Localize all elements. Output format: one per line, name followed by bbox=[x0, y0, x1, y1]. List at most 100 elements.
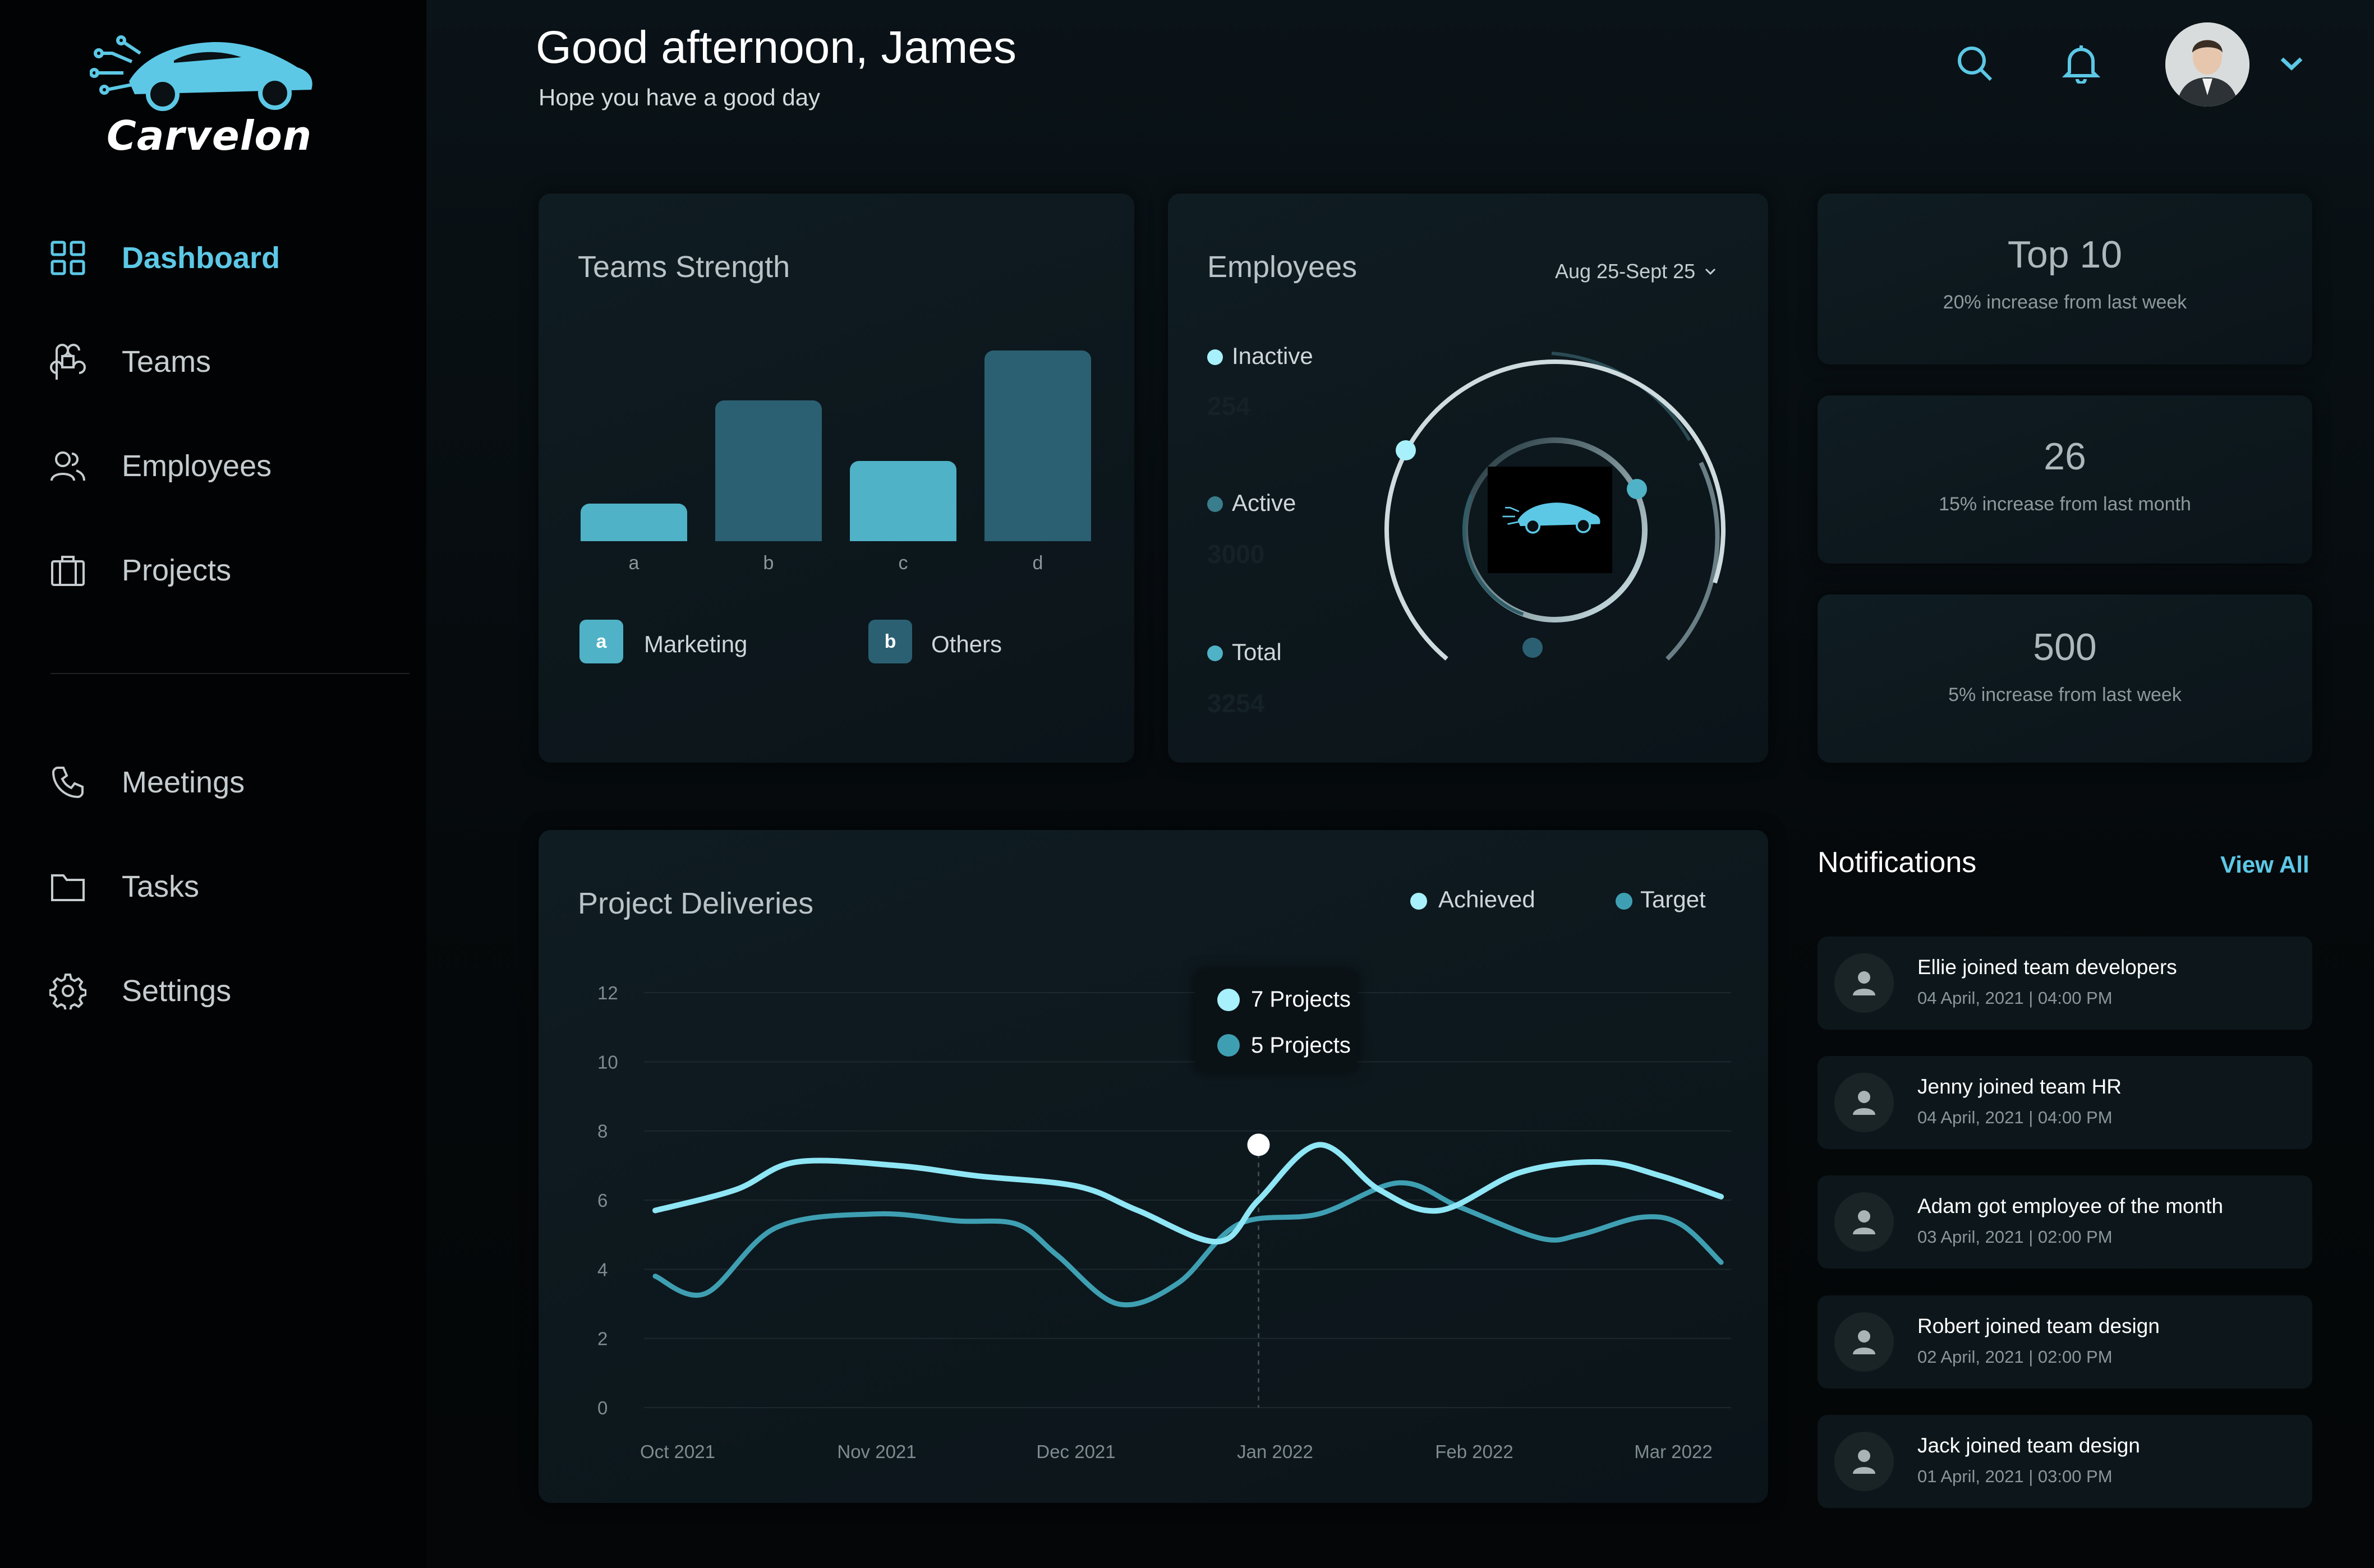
legend-marker-achieved bbox=[1410, 893, 1427, 910]
user-icon bbox=[1834, 1073, 1894, 1132]
notifications-title: Notifications bbox=[1818, 846, 1977, 879]
page-title: Good afternoon, James bbox=[536, 22, 1016, 73]
sidebar-item-projects[interactable]: Projects bbox=[48, 545, 231, 596]
series-line-target[interactable] bbox=[652, 1180, 1724, 1308]
y-tick-label: 2 bbox=[597, 1329, 608, 1349]
sidebar-item-teams[interactable]: Teams bbox=[48, 336, 211, 387]
date-range-label: Aug 25-Sept 25 bbox=[1555, 260, 1696, 283]
view-all-link[interactable]: View All bbox=[2220, 851, 2309, 878]
y-tick-label: 8 bbox=[597, 1121, 608, 1142]
stat-value: 500 bbox=[2033, 626, 2097, 668]
bar-a[interactable] bbox=[581, 503, 687, 541]
notification-text: Jack joined team design bbox=[1917, 1434, 2140, 1457]
tooltip-achieved-dot bbox=[1217, 989, 1240, 1011]
x-tick-label: Jan 2022 bbox=[1237, 1441, 1313, 1462]
deliveries-line-chart: 0 2 4 6 8 10 12 Oct 2021 Nov 2021 Dec 2021 Jan 202… bbox=[597, 983, 1731, 1462]
x-tick-label: Feb 2022 bbox=[1435, 1441, 1513, 1462]
sidebar-item-employees[interactable]: Employees bbox=[48, 441, 272, 491]
outer-ring-arc bbox=[1551, 352, 1691, 441]
outer-ring-arc bbox=[1666, 462, 1720, 661]
y-tick-label: 0 bbox=[597, 1398, 608, 1418]
search-icon[interactable] bbox=[1949, 38, 2000, 89]
bar-c[interactable] bbox=[850, 460, 956, 541]
notification-time: 04 April, 2021 | 04:00 PM bbox=[1917, 1108, 2113, 1127]
total-dot bbox=[1207, 645, 1223, 661]
tooltip-achieved: 7 Projects bbox=[1251, 987, 1351, 1012]
notification-text: Jenny joined team HR bbox=[1917, 1075, 2122, 1098]
avatar[interactable] bbox=[2165, 22, 2249, 107]
bell-icon[interactable] bbox=[2056, 38, 2106, 89]
legend-label: Others bbox=[931, 631, 1002, 657]
total-marker bbox=[1522, 638, 1543, 658]
stat-label: Active bbox=[1232, 490, 1296, 516]
notification-item[interactable]: Jack joined team design 01 April, 2021 |… bbox=[1818, 1415, 2312, 1508]
bar-label: a bbox=[628, 552, 639, 574]
x-tick-label: Nov 2021 bbox=[837, 1441, 916, 1462]
legend-label: Marketing bbox=[644, 631, 748, 657]
chevron-down-icon bbox=[1705, 268, 1716, 275]
chart-tooltip: 7 Projects 5 Projects bbox=[1195, 970, 1358, 1071]
sidebar-item-label: Employees bbox=[122, 449, 272, 483]
legend-label: Target bbox=[1640, 886, 1706, 912]
bar-b[interactable] bbox=[715, 400, 822, 541]
car-logo-icon bbox=[1502, 502, 1600, 534]
card-title: Project Deliveries bbox=[578, 887, 814, 920]
bar-d[interactable] bbox=[984, 351, 1091, 541]
stat-value: Top 10 bbox=[2007, 233, 2123, 276]
notification-item[interactable]: Adam got employee of the month 03 April,… bbox=[1818, 1175, 2312, 1269]
series-line-achieved[interactable] bbox=[652, 1142, 1724, 1245]
notification-item[interactable]: Ellie joined team developers 04 April, 2… bbox=[1818, 937, 2312, 1030]
stat-value: 26 bbox=[2044, 435, 2086, 478]
brand-name: Carvelon bbox=[107, 112, 312, 159]
notification-time: 02 April, 2021 | 02:00 PM bbox=[1917, 1347, 2113, 1367]
stat-label: Total bbox=[1232, 639, 1282, 665]
date-range-dropdown[interactable]: Aug 25-Sept 25 bbox=[1555, 260, 1718, 283]
notification-item[interactable]: Jenny joined team HR 04 April, 2021 | 04… bbox=[1818, 1056, 2312, 1149]
legend-marker-target bbox=[1616, 893, 1632, 910]
stat-note: 15% increase from last month bbox=[1939, 494, 2191, 515]
user-portrait-icon bbox=[2165, 22, 2249, 107]
card-title: Teams Strength bbox=[578, 250, 790, 284]
briefcase-icon bbox=[48, 550, 88, 591]
stat-value: 3254 bbox=[1207, 689, 1265, 718]
sidebar-item-label: Teams bbox=[122, 345, 211, 379]
active-marker bbox=[1627, 479, 1647, 499]
project-deliveries-card: Project Deliveries Achieved Target 0 2 4 6 8… bbox=[539, 830, 1768, 1503]
sidebar-item-label: Projects bbox=[122, 554, 232, 587]
sidebar-item-label: Tasks bbox=[122, 870, 200, 903]
folder-icon bbox=[48, 866, 88, 907]
active-dot bbox=[1207, 496, 1223, 512]
notification-time: 01 April, 2021 | 03:00 PM bbox=[1917, 1466, 2113, 1486]
brand-logo[interactable]: Carvelon bbox=[79, 22, 404, 174]
gear-icon bbox=[48, 971, 88, 1011]
bar-label: c bbox=[898, 552, 908, 574]
tooltip-target-dot bbox=[1217, 1034, 1240, 1057]
inactive-marker bbox=[1396, 440, 1416, 460]
sidebar-divider bbox=[50, 673, 410, 674]
sidebar-item-dashboard[interactable]: Dashboard bbox=[48, 233, 280, 283]
stat-card-top10: Top 10 20% increase from last week bbox=[1818, 193, 2312, 365]
tooltip-target: 5 Projects bbox=[1251, 1033, 1351, 1058]
chevron-down-icon[interactable] bbox=[2266, 38, 2317, 89]
y-tick-label: 4 bbox=[597, 1259, 608, 1280]
notification-item[interactable]: Robert joined team design 02 April, 2021… bbox=[1818, 1295, 2312, 1389]
sidebar-item-tasks[interactable]: Tasks bbox=[48, 861, 199, 912]
stat-card-26: 26 15% increase from last month bbox=[1818, 395, 2312, 564]
sidebar-item-settings[interactable]: Settings bbox=[48, 966, 231, 1016]
bar-label: d bbox=[1032, 552, 1043, 574]
legend-label: Achieved bbox=[1438, 886, 1535, 912]
stat-note: 20% increase from last week bbox=[1943, 292, 2187, 313]
inactive-dot bbox=[1207, 349, 1223, 365]
notification-text: Ellie joined team developers bbox=[1917, 956, 2177, 979]
x-tick-label: Mar 2022 bbox=[1634, 1441, 1712, 1462]
y-tick-label: 10 bbox=[597, 1052, 618, 1072]
car-logo-icon bbox=[90, 35, 312, 111]
command-icon bbox=[48, 342, 88, 382]
phone-icon bbox=[48, 762, 88, 803]
user-icon bbox=[1834, 1432, 1894, 1491]
sidebar-item-meetings[interactable]: Meetings bbox=[48, 757, 245, 808]
dashboard-grid-icon bbox=[48, 238, 88, 278]
legend-marker-marketing: a bbox=[579, 620, 623, 663]
teams-strength-card: Teams Strength a b c d a Marketing b Others bbox=[539, 193, 1134, 763]
highlight-point[interactable] bbox=[1247, 1133, 1270, 1156]
